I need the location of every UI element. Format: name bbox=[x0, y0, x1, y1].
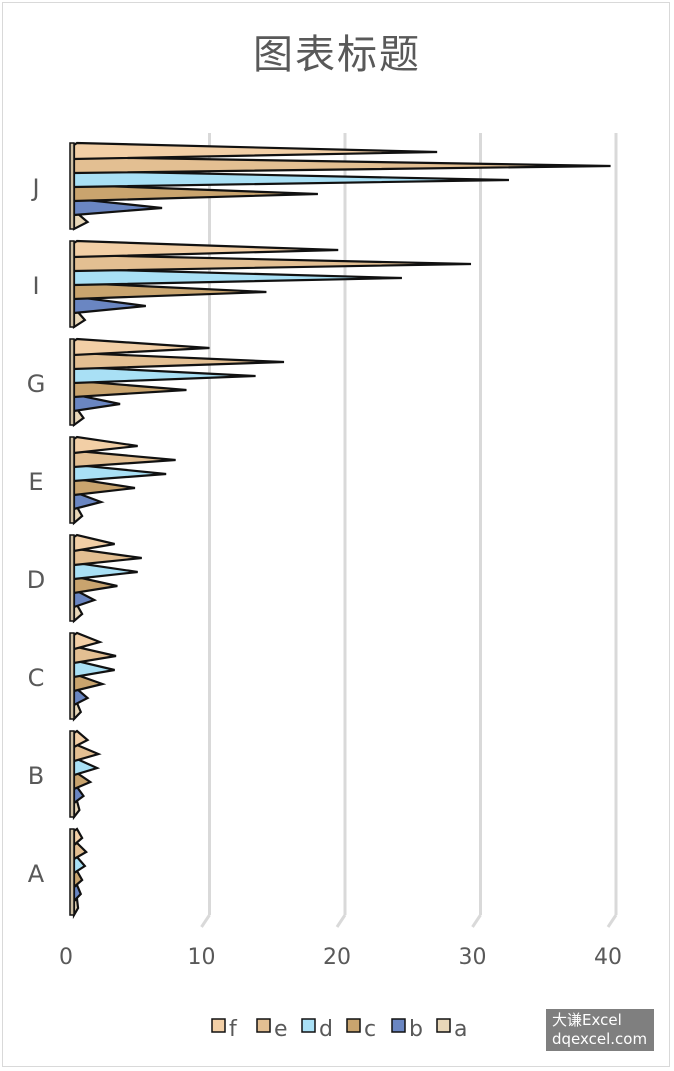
y-tick-label-E: E bbox=[28, 468, 43, 496]
bar-A-f bbox=[72, 827, 84, 848]
bar-J-d bbox=[72, 169, 509, 189]
legend-item-c: c bbox=[346, 1017, 376, 1042]
bar-D-c bbox=[72, 575, 118, 595]
watermark: 大谦Excel dqexcel.com bbox=[546, 1009, 654, 1051]
bar-A-d bbox=[72, 855, 87, 876]
legend-label-f: f bbox=[229, 1017, 238, 1042]
bar-J-e bbox=[72, 155, 611, 175]
bar-base-A bbox=[69, 828, 75, 916]
gridline-foot-20 bbox=[335, 914, 347, 928]
bar-C-f bbox=[72, 631, 104, 651]
bar-I-f bbox=[72, 239, 339, 259]
legend-swatch-e bbox=[256, 1018, 271, 1033]
bar-base-B bbox=[69, 730, 75, 818]
bar-G-e bbox=[72, 351, 285, 371]
legend-label-b: b bbox=[409, 1017, 423, 1042]
legend-item-f: f bbox=[211, 1017, 238, 1042]
watermark-line2: dqexcel.com bbox=[552, 1030, 648, 1048]
bar-G-d bbox=[72, 365, 256, 385]
x-tick-label-30: 30 bbox=[459, 945, 487, 970]
bar-I-e bbox=[72, 253, 472, 273]
legend-label-e: e bbox=[274, 1017, 288, 1042]
watermark-line1: 大谦Excel bbox=[552, 1011, 622, 1029]
bar-B-d bbox=[72, 757, 101, 777]
legend-item-d: d bbox=[301, 1017, 333, 1042]
bar-I-d bbox=[72, 267, 402, 287]
bar-E-d bbox=[72, 463, 167, 483]
bar-C-e bbox=[72, 645, 117, 665]
gridline-foot-10 bbox=[200, 914, 211, 928]
y-tick-label-I: I bbox=[32, 272, 39, 300]
bar-base-C bbox=[69, 632, 75, 720]
bar-D-d bbox=[72, 561, 138, 581]
legend-swatch-d bbox=[301, 1018, 316, 1033]
bar-E-e bbox=[72, 449, 176, 469]
bar-B-f bbox=[72, 729, 90, 749]
bar-A-e bbox=[72, 841, 89, 861]
y-tick-label-G: G bbox=[27, 370, 46, 398]
legend-swatch-b bbox=[391, 1018, 406, 1033]
legend-item-b: b bbox=[391, 1017, 423, 1042]
x-tick-label-20: 20 bbox=[323, 945, 351, 970]
bar-C-d bbox=[72, 659, 115, 679]
bar-J-f bbox=[72, 141, 438, 161]
legend-swatch-f bbox=[211, 1018, 226, 1033]
bar-D-e bbox=[72, 547, 142, 567]
legend-item-e: e bbox=[256, 1017, 288, 1042]
bar-G-f bbox=[72, 337, 210, 357]
y-tick-label-J: J bbox=[30, 174, 39, 202]
bar-base-J bbox=[69, 142, 75, 230]
bar-marks bbox=[69, 141, 611, 920]
y-tick-label-A: A bbox=[28, 860, 45, 888]
bar-E-f bbox=[72, 435, 138, 455]
category-axis: A B C D E G I J bbox=[27, 174, 46, 888]
bar-base-E bbox=[69, 436, 75, 524]
legend-label-a: a bbox=[454, 1017, 467, 1042]
bar-base-G bbox=[69, 338, 75, 426]
bar-D-f bbox=[72, 533, 115, 553]
bar-base-I bbox=[69, 240, 75, 328]
legend-label-d: d bbox=[319, 1017, 333, 1042]
chart-title: 图表标题 bbox=[253, 32, 421, 78]
value-axis: 0 10 20 30 40 bbox=[59, 945, 622, 970]
x-tick-label-0: 0 bbox=[59, 945, 73, 970]
gridline-foot-30 bbox=[471, 914, 482, 928]
x-tick-label-10: 10 bbox=[188, 945, 216, 970]
gridline-foot-40 bbox=[606, 914, 618, 928]
legend-item-a: a bbox=[436, 1017, 467, 1042]
y-tick-label-C: C bbox=[28, 664, 45, 692]
y-tick-label-B: B bbox=[28, 762, 44, 790]
legend-swatch-a bbox=[436, 1018, 451, 1033]
bar-B-e bbox=[72, 743, 102, 763]
legend-swatch-c bbox=[346, 1018, 361, 1033]
bar-base-D bbox=[69, 534, 75, 622]
gridlines bbox=[200, 133, 618, 928]
bar-C-c bbox=[72, 673, 107, 693]
legend-label-c: c bbox=[364, 1017, 376, 1042]
x-tick-label-40: 40 bbox=[594, 945, 622, 970]
y-tick-label-D: D bbox=[27, 566, 45, 594]
